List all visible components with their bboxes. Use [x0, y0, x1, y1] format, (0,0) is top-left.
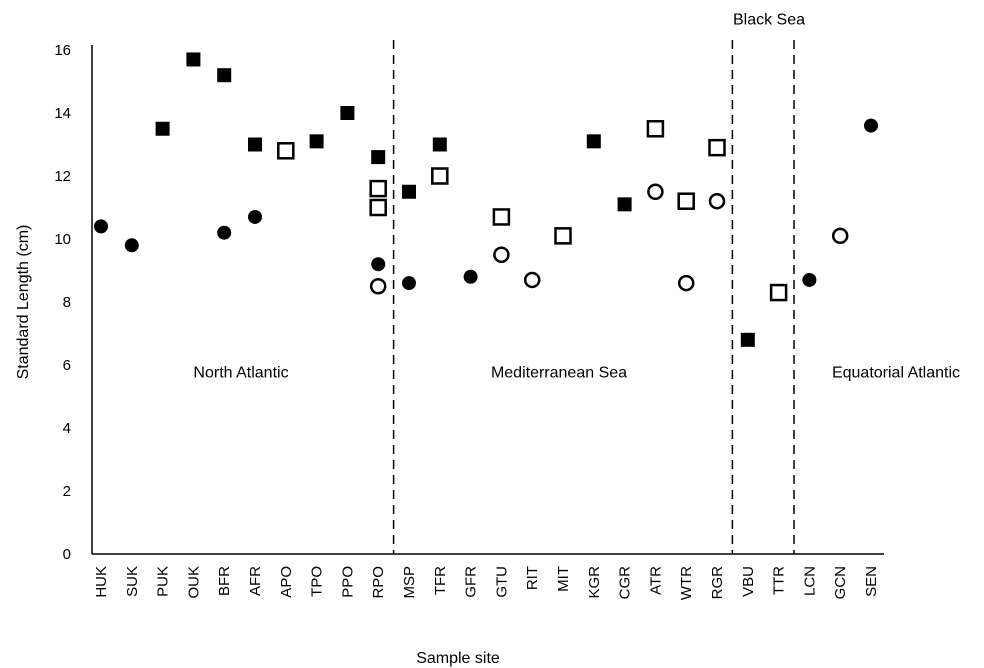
x-tick-label: TPO [309, 566, 326, 597]
y-tick-label: 4 [63, 420, 71, 437]
x-tick-label: LCN [801, 566, 818, 596]
x-axis: HUK SUK PUK OUK BFR AFR APO TPO PPO RPO MSP TFR GFR G… [92, 553, 884, 667]
x-tick-label: SEN [863, 566, 880, 597]
data-point-filled-circle [802, 272, 817, 287]
data-point-open-square [431, 167, 449, 185]
data-point-filled-circle [124, 238, 139, 253]
data-point-open-square [708, 138, 726, 157]
region-labels: North Atlantic Mediterranean Sea Black Sea… [193, 12, 960, 382]
x-tick-label: MIT [555, 566, 572, 592]
x-tick-label: APO [278, 566, 295, 598]
x-tick-label: RGR [709, 566, 726, 600]
data-point-filled-square [186, 52, 201, 67]
data-point-filled-square [740, 332, 755, 347]
data-point-open-circle [831, 227, 849, 245]
x-tick-label: RPO [370, 566, 387, 599]
data-point-open-square [369, 179, 387, 198]
data-point-open-square [277, 142, 295, 160]
x-tick-label: RIT [524, 566, 541, 590]
data-point-filled-square [586, 134, 601, 149]
data-point-filled-square [371, 150, 386, 165]
data-point-open-circle [647, 183, 664, 200]
data-point-open-circle [708, 192, 726, 210]
x-tick-label: SUK [124, 566, 141, 597]
data-point-filled-square [617, 197, 632, 212]
data-point-open-circle [493, 246, 510, 263]
x-tick-label: GFR [463, 566, 480, 598]
region-label: Black Sea [733, 12, 805, 29]
x-tick-label: OUK [185, 566, 202, 599]
y-tick-label: 16 [54, 42, 71, 59]
data-point-filled-circle [371, 257, 386, 272]
region-dividers [392, 40, 795, 554]
x-tick-label: KGR [586, 566, 603, 599]
y-tick-label: 0 [63, 546, 71, 563]
data-points [94, 52, 878, 347]
data-point-open-square [677, 192, 695, 210]
data-point-filled-circle [94, 219, 108, 234]
data-point-open-square [646, 120, 665, 138]
x-tick-label: TFR [432, 566, 449, 595]
y-tick-label: 12 [54, 168, 71, 185]
x-tick-label: WTR [678, 566, 695, 600]
region-label: Equatorial Atlantic [832, 364, 960, 381]
x-tick-label: BFR [216, 566, 233, 596]
y-axis: 0 2 4 6 8 10 12 14 16 Standard Length (cm) [15, 42, 93, 563]
data-point-open-circle [523, 271, 541, 289]
data-point-filled-square [309, 134, 324, 149]
data-point-filled-square [340, 106, 355, 120]
data-point-filled-circle [864, 118, 878, 133]
y-tick-label: 2 [63, 483, 71, 500]
x-tick-label: GCN [832, 566, 849, 599]
data-point-filled-square [248, 137, 262, 152]
data-point-open-circle [677, 274, 695, 292]
data-point-filled-circle [217, 225, 232, 240]
data-point-filled-circle [248, 209, 262, 224]
data-point-open-square [492, 208, 511, 226]
data-point-open-square [369, 198, 387, 217]
y-tick-labels: 0 2 4 6 8 10 12 14 16 [54, 42, 71, 563]
data-point-filled-square [402, 184, 416, 199]
x-axis-title: Sample site [416, 650, 500, 667]
x-tick-label: TTR [771, 566, 788, 595]
x-tick-label: AFR [247, 566, 264, 596]
data-point-filled-square [155, 121, 170, 136]
region-label: North Atlantic [193, 364, 288, 381]
data-point-open-circle [369, 278, 387, 295]
y-tick-label: 6 [63, 357, 71, 374]
x-tick-label: GTU [493, 566, 510, 598]
x-tick-label: PUK [155, 566, 172, 597]
y-axis-title: Standard Length (cm) [15, 225, 32, 380]
x-tick-label: PPO [339, 566, 356, 598]
region-label: Mediterranean Sea [491, 364, 627, 381]
y-tick-label: 10 [54, 231, 71, 248]
y-tick-label: 8 [63, 294, 71, 311]
data-point-filled-circle [402, 276, 416, 291]
data-point-filled-circle [463, 269, 478, 284]
data-point-open-square [554, 227, 572, 245]
data-point-filled-square [217, 68, 232, 83]
x-tick-labels: HUK SUK PUK OUK BFR AFR APO TPO PPO RPO MSP TFR GFR G… [93, 566, 880, 600]
x-tick-label: HUK [93, 566, 110, 598]
x-tick-label: VBU [740, 566, 757, 597]
x-tick-label: ATR [647, 566, 664, 595]
x-tick-label: MSP [401, 566, 418, 599]
x-tick-label: CGR [617, 566, 634, 600]
y-tick-label: 14 [54, 105, 71, 122]
data-point-filled-square [432, 137, 447, 152]
data-point-open-square [769, 283, 788, 302]
